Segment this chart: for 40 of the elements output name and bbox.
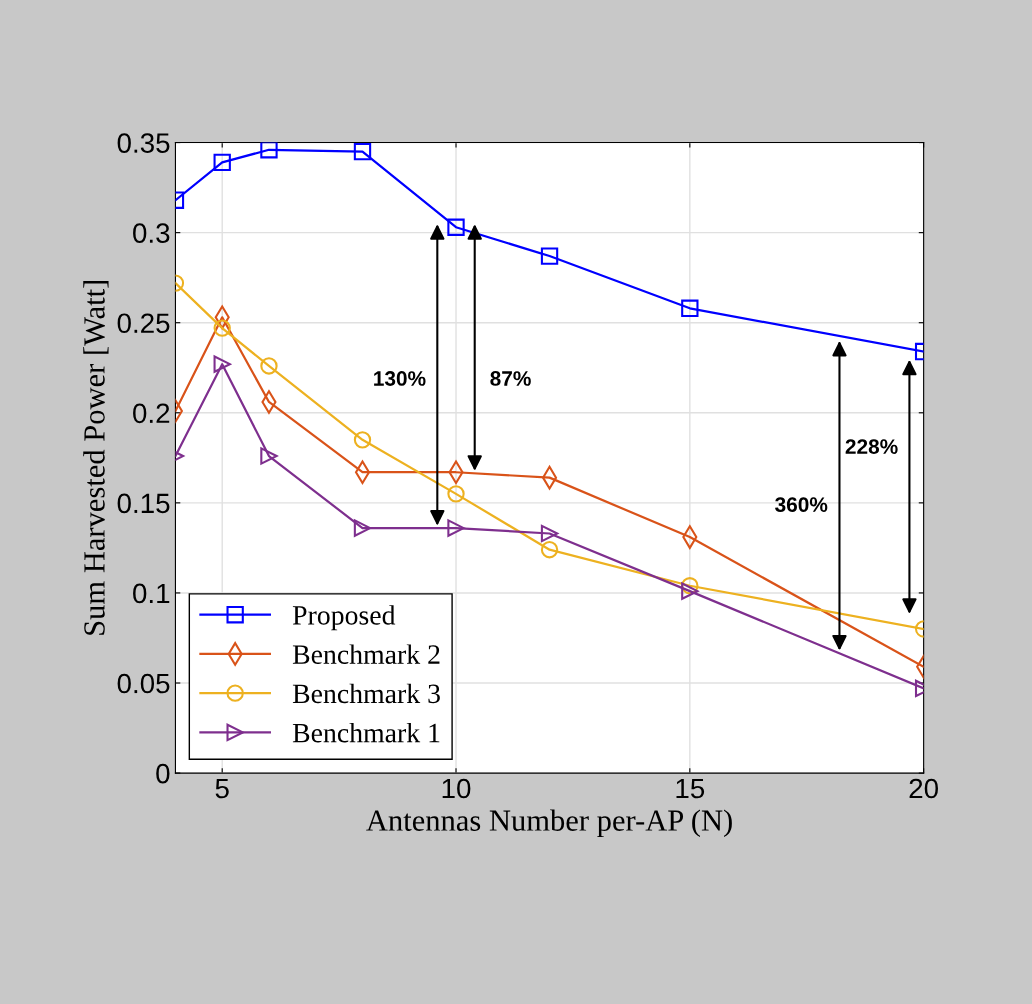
y-axis-title: Sum Harvested Power [Watt] <box>83 281 109 635</box>
y-tick-label: 0.25 <box>117 313 170 334</box>
point <box>353 519 372 537</box>
point <box>353 142 372 161</box>
annotation: 130% <box>374 371 426 386</box>
legend-label: Proposed <box>292 605 396 631</box>
x-tick-label: 5 <box>215 778 229 799</box>
legend-label: Benchmark 1 <box>292 722 440 743</box>
point <box>260 142 278 159</box>
x-tick-label: 10 <box>442 778 471 799</box>
point <box>540 524 559 543</box>
legend-label: Benchmark 3 <box>292 683 440 704</box>
point <box>353 431 372 449</box>
point <box>213 355 231 373</box>
point <box>681 299 699 317</box>
point <box>213 153 231 172</box>
point <box>540 247 559 265</box>
point <box>681 582 699 600</box>
point <box>260 447 278 465</box>
point <box>447 485 465 503</box>
point <box>540 541 559 559</box>
x-axis-title: Antennas Number per-AP (N) <box>366 809 732 838</box>
x-tick-label: 20 <box>909 778 938 799</box>
point <box>447 519 465 537</box>
annotation: 228% <box>845 439 898 454</box>
y-tick-label: 0.15 <box>117 493 170 514</box>
legend-label: Benchmark 2 <box>292 644 440 664</box>
y-tick-label: 0.1 <box>133 583 170 604</box>
y-tick-label: 0.3 <box>133 223 170 243</box>
annotation: 360% <box>775 497 828 512</box>
y-tick-label: 0.2 <box>133 403 170 424</box>
y-tick-label: 0.35 <box>117 133 170 153</box>
point <box>447 218 465 236</box>
point <box>260 357 278 375</box>
annotation: 87% <box>490 371 531 386</box>
x-tick-label: 15 <box>676 778 705 799</box>
y-tick-label: 0 <box>156 763 170 784</box>
y-tick-label: 0.05 <box>117 673 170 694</box>
point <box>213 319 231 337</box>
point <box>681 577 699 595</box>
